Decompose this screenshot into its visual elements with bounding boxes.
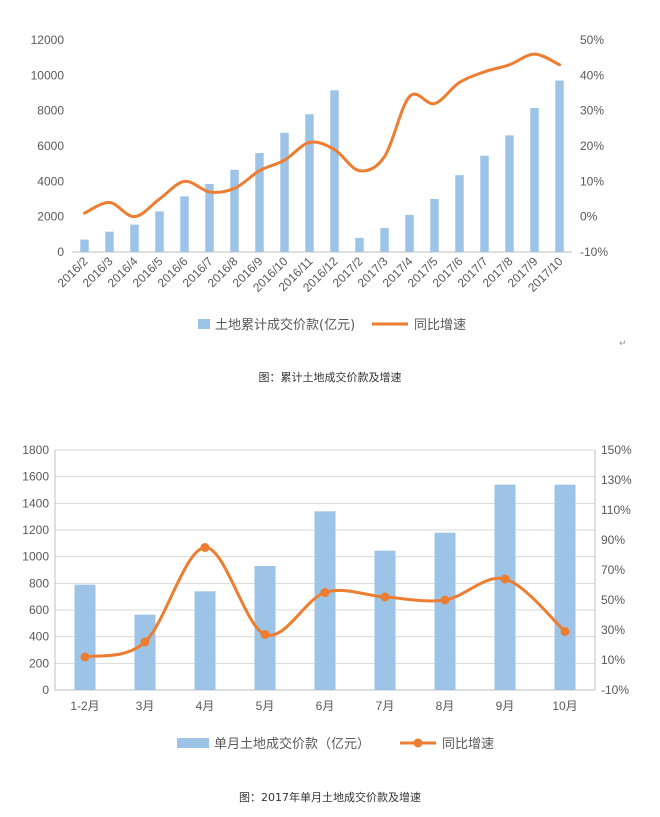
legend-bar-swatch xyxy=(198,319,210,329)
bar-2016/3 xyxy=(105,231,114,252)
bar-2016/5 xyxy=(155,211,164,252)
monthly-land-chart: 0 200 400 600 800 1000 1200 1400 1600 1800 -10% 10%… xyxy=(22,443,632,752)
y2-tick-label: 130% xyxy=(601,473,632,487)
growth-point-8月 xyxy=(440,595,450,605)
y2-tick-label: 50% xyxy=(601,593,625,607)
y2-tick-label: 20% xyxy=(580,139,604,153)
y-tick-label: 1600 xyxy=(22,470,49,484)
bar-5月 xyxy=(254,566,276,690)
growth-point-9月 xyxy=(500,574,510,584)
bar-2016/10 xyxy=(280,132,289,252)
bar-2016/11 xyxy=(305,114,314,252)
bar-6月 xyxy=(314,511,336,690)
bar-4月 xyxy=(194,591,216,690)
caption-cumulative: 图：累计土地成交价款及增速 xyxy=(259,370,402,384)
x-tick-label: 3月 xyxy=(136,699,155,713)
bar-2016/4 xyxy=(130,224,139,252)
bar-2017/2 xyxy=(355,237,364,252)
x-tick-label: 10月 xyxy=(552,699,577,713)
y-tick-label: 4000 xyxy=(37,174,64,188)
y-tick-label: 400 xyxy=(29,630,49,644)
y2-tick-label: 110% xyxy=(601,503,631,517)
growth-point-3月 xyxy=(140,637,150,647)
y-tick-label: 1800 xyxy=(22,443,49,457)
legend-bar-label: 单月土地成交价款（亿元） xyxy=(214,736,370,752)
bar-2017/3 xyxy=(380,228,389,252)
y-tick-label: 600 xyxy=(29,603,49,617)
x-tick-label: 6月 xyxy=(316,699,335,713)
stray-return-mark: ↵ xyxy=(619,339,627,349)
growth-point-6月 xyxy=(320,588,330,597)
bar-2017/10 xyxy=(555,80,564,252)
legend-line-marker xyxy=(413,738,423,748)
growth-point-1-2月 xyxy=(80,652,90,662)
growth-point-10月 xyxy=(560,627,570,636)
bar-2017/8 xyxy=(505,135,514,252)
bar-3月 xyxy=(134,614,156,690)
legend-line-label: 同比增速 xyxy=(414,318,466,333)
bar-2017/9 xyxy=(530,108,539,253)
caption-monthly: 图：2017年单月土地成交价款及增速 xyxy=(239,790,421,804)
x-tick-label: 9月 xyxy=(496,699,515,713)
y-tick-label: 8000 xyxy=(37,104,64,118)
bar-8月 xyxy=(434,532,456,690)
y2-tick-label: 150% xyxy=(601,443,632,457)
bar-2017/7 xyxy=(480,155,489,252)
x-tick-label: 1-2月 xyxy=(70,699,99,713)
bar-2016/7 xyxy=(205,183,214,252)
legend-bar-label: 土地累计成交价款(亿元) xyxy=(215,317,355,333)
growth-line xyxy=(83,52,561,219)
y-tick-label: 12000 xyxy=(31,33,65,47)
bar-2016/12 xyxy=(330,90,339,252)
bar-2016/9 xyxy=(255,153,264,252)
y2-tick-label: 50% xyxy=(580,33,604,47)
y-tick-label: 0 xyxy=(42,683,49,697)
legend-bar-swatch xyxy=(177,738,209,748)
y2-tick-label: 30% xyxy=(601,623,625,637)
bar-1-2月 xyxy=(74,584,96,690)
y-tick-label: 2000 xyxy=(37,210,64,224)
growth-line xyxy=(83,545,567,659)
y-tick-label: 1000 xyxy=(22,550,49,564)
y-tick-label: 0 xyxy=(57,245,64,259)
y2-tick-label: 0% xyxy=(580,210,598,224)
legend-line-label: 同比增速 xyxy=(442,737,494,752)
growth-point-7月 xyxy=(380,592,390,602)
y2-tick-label: 40% xyxy=(580,68,604,82)
y2-tick-label: 90% xyxy=(601,533,625,547)
y2-tick-label: 30% xyxy=(580,104,604,118)
y2-tick-label: 70% xyxy=(601,563,625,577)
x-tick-label: 8月 xyxy=(436,699,455,713)
y2-tick-label: 10% xyxy=(601,653,625,667)
y-tick-label: 1200 xyxy=(22,523,49,537)
y2-tick-label: 10% xyxy=(580,174,604,188)
bar-10月 xyxy=(554,484,576,690)
bar-2017/6 xyxy=(455,175,464,252)
x-tick-label: 7月 xyxy=(376,699,395,713)
y2-tick-label: -10% xyxy=(580,245,608,259)
y-tick-label: 10000 xyxy=(31,68,65,82)
growth-point-4月 xyxy=(200,543,210,552)
bar-2016/6 xyxy=(180,196,189,252)
y2-tick-label: -10% xyxy=(601,683,629,697)
growth-point-5月 xyxy=(260,630,270,639)
bar-2017/4 xyxy=(405,214,414,252)
bar-2016/8 xyxy=(230,169,239,252)
bar-9月 xyxy=(494,484,516,690)
bar-2017/5 xyxy=(430,199,439,252)
y-tick-label: 1400 xyxy=(22,496,49,510)
x-tick-label: 5月 xyxy=(256,699,275,713)
x-tick-label: 4月 xyxy=(196,699,215,713)
y-tick-label: 200 xyxy=(29,656,49,670)
bar-7月 xyxy=(374,550,396,690)
bar-2016/2 xyxy=(80,239,89,252)
y-tick-label: 800 xyxy=(29,576,49,590)
cumulative-land-chart: 0 2000 4000 6000 8000 10000 12000 -10% 0% 10% 20% 3… xyxy=(31,33,609,333)
y-tick-label: 6000 xyxy=(37,139,64,153)
